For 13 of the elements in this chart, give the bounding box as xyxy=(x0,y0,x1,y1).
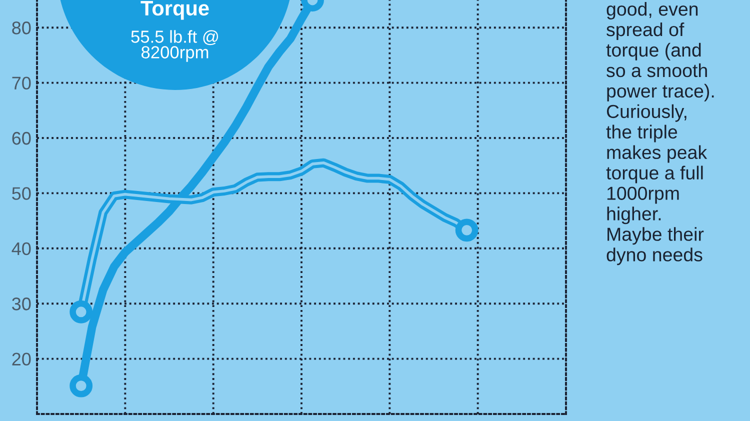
annotation: Torque xyxy=(140,1,209,20)
point xyxy=(455,218,478,242)
y-tick-label: 20 xyxy=(12,352,31,366)
point xyxy=(70,300,93,324)
text: good, even spread of torque (and so a smooth power trace). Curiously, the triple makes peak torque a full 1000rpm higher. Maybe their dyno needs xyxy=(606,2,714,266)
y-tick-label: 50 xyxy=(12,187,31,200)
annotation: 55.5 lb.ft @ 8200rpm xyxy=(131,30,218,62)
y-tick-label: 30 xyxy=(12,298,31,310)
point xyxy=(70,374,93,398)
y-tick-label: 80 xyxy=(12,22,31,34)
y-tick-label: 40 xyxy=(12,242,31,256)
y-tick-label: 70 xyxy=(12,76,31,90)
y-tick-label: 60 xyxy=(12,132,31,145)
